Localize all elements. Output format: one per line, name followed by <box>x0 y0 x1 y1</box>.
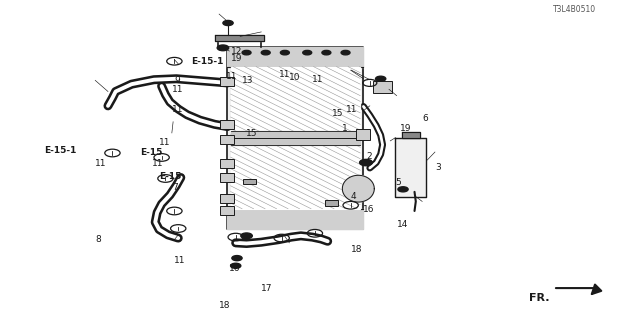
Circle shape <box>242 50 251 55</box>
Text: 19: 19 <box>400 124 412 132</box>
Text: 11: 11 <box>174 256 186 265</box>
Text: 10: 10 <box>289 73 301 82</box>
Text: 11: 11 <box>312 75 324 84</box>
Text: 16: 16 <box>229 264 241 274</box>
Bar <box>373 81 392 93</box>
Text: 8: 8 <box>95 235 101 244</box>
Text: 7: 7 <box>172 183 177 192</box>
Circle shape <box>303 50 312 55</box>
Text: 11: 11 <box>225 72 237 81</box>
Text: 14: 14 <box>397 220 408 229</box>
Text: 9: 9 <box>174 76 180 85</box>
Polygon shape <box>227 47 364 228</box>
Text: 11: 11 <box>172 85 183 94</box>
Text: 15: 15 <box>246 129 257 138</box>
Text: 15: 15 <box>332 109 344 118</box>
Bar <box>243 179 256 184</box>
Circle shape <box>376 76 386 81</box>
Text: 18: 18 <box>219 301 230 310</box>
Text: 11: 11 <box>159 138 171 147</box>
Bar <box>220 159 234 168</box>
Polygon shape <box>230 131 360 145</box>
Polygon shape <box>230 67 360 209</box>
Bar <box>356 129 371 140</box>
Text: T3L4B0510: T3L4B0510 <box>553 5 596 14</box>
Bar <box>220 206 234 215</box>
Text: 11: 11 <box>278 70 290 79</box>
Circle shape <box>360 159 372 166</box>
Text: 11: 11 <box>346 105 358 114</box>
Bar <box>220 77 234 86</box>
Text: E-15-1: E-15-1 <box>191 57 223 66</box>
Circle shape <box>223 20 233 26</box>
Text: 17: 17 <box>261 284 273 292</box>
Circle shape <box>341 50 350 55</box>
Text: 13: 13 <box>242 76 253 85</box>
Text: 3: 3 <box>435 164 441 172</box>
Bar <box>325 200 338 205</box>
Text: 11: 11 <box>95 159 107 168</box>
Text: 16: 16 <box>364 205 375 214</box>
Text: 5: 5 <box>396 178 401 187</box>
Circle shape <box>241 233 252 239</box>
Polygon shape <box>214 35 264 41</box>
Text: 11: 11 <box>172 105 183 114</box>
Polygon shape <box>342 175 374 202</box>
Text: 6: 6 <box>422 114 428 123</box>
Polygon shape <box>402 132 420 138</box>
Text: FR.: FR. <box>529 293 550 303</box>
Text: E-15: E-15 <box>159 172 182 181</box>
Circle shape <box>398 187 408 192</box>
Text: 19: 19 <box>230 53 242 62</box>
Text: E-15-1: E-15-1 <box>44 146 77 155</box>
Circle shape <box>261 50 270 55</box>
Circle shape <box>230 263 241 268</box>
Circle shape <box>280 50 289 55</box>
Polygon shape <box>227 209 364 228</box>
Text: 1: 1 <box>342 124 348 132</box>
Bar <box>220 173 234 182</box>
Polygon shape <box>227 47 364 67</box>
Text: 2: 2 <box>366 152 372 161</box>
Text: 4: 4 <box>351 192 356 201</box>
Circle shape <box>217 45 228 51</box>
Text: 18: 18 <box>351 245 363 254</box>
Bar <box>220 194 234 203</box>
Polygon shape <box>396 138 426 197</box>
Text: 12: 12 <box>230 47 242 56</box>
Text: E-15: E-15 <box>140 148 163 157</box>
Bar <box>220 135 234 144</box>
Text: 11: 11 <box>152 159 164 168</box>
Circle shape <box>322 50 331 55</box>
Bar <box>220 121 234 129</box>
Circle shape <box>232 256 242 261</box>
